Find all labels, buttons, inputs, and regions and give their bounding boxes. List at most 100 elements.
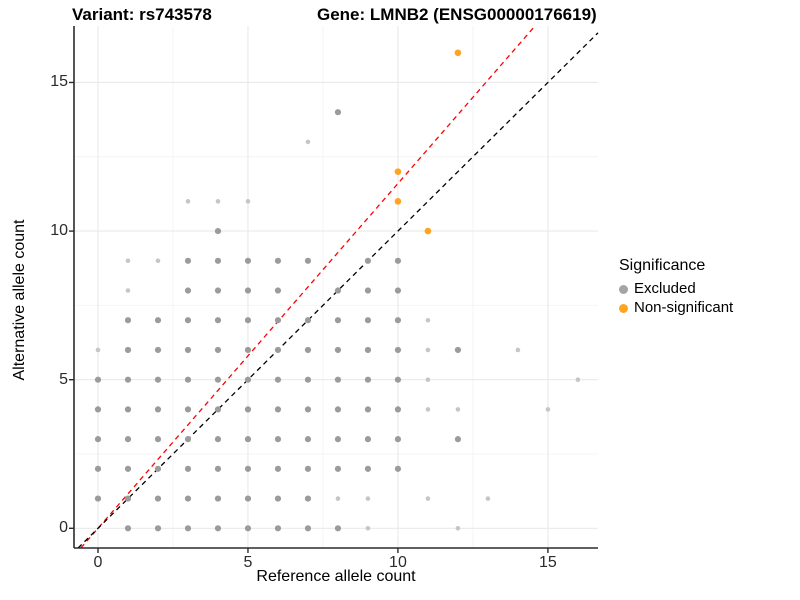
data-point-excluded [274, 406, 282, 413]
y-axis-title: Alternative allele count [11, 219, 28, 381]
data-point-excluded [154, 465, 162, 472]
data-point-excluded [94, 436, 102, 443]
data-point-excluded [214, 317, 222, 324]
data-point-excluded [184, 406, 192, 413]
data-point-excluded [214, 406, 222, 413]
data-point-excluded [124, 346, 132, 354]
data-point-excluded [214, 287, 222, 294]
data-point-excluded [365, 525, 371, 531]
data-point-excluded [184, 376, 192, 383]
data-point-excluded [124, 465, 132, 472]
data-point-excluded [244, 287, 252, 294]
data-point-excluded [394, 257, 402, 264]
data-point-excluded [334, 525, 342, 532]
data-point-excluded [364, 406, 372, 413]
legend-item-non-significant: Non-significant [619, 299, 733, 317]
data-point-excluded [304, 436, 312, 443]
non-significant-dot-icon [619, 303, 628, 313]
data-point-excluded [214, 257, 222, 264]
x-axis-title: Reference allele count [256, 568, 416, 585]
data-point-excluded [455, 525, 461, 531]
data-point-excluded [304, 406, 312, 413]
data-point-excluded [244, 406, 252, 413]
data-point-excluded [184, 287, 192, 294]
plot-title-gene: Gene: LMNB2 (ENSG00000176619) [317, 5, 597, 24]
data-point-excluded [515, 347, 521, 353]
data-point-excluded [304, 376, 312, 383]
data-point-excluded [244, 495, 252, 502]
data-point-excluded [304, 346, 312, 354]
data-point-excluded [184, 257, 192, 264]
data-point-excluded [575, 377, 581, 382]
data-point-excluded [425, 377, 431, 382]
data-point-excluded [364, 346, 372, 354]
data-point-excluded [214, 525, 222, 532]
data-point-excluded [274, 525, 282, 532]
data-point-excluded [394, 376, 402, 383]
legend-item-label: Excluded [634, 280, 696, 297]
data-point-excluded [154, 346, 162, 354]
legend-item-label: Non-significant [634, 299, 734, 316]
data-point-excluded [125, 258, 131, 264]
data-point-excluded [425, 317, 431, 323]
data-point-excluded [154, 376, 162, 383]
data-point-excluded [334, 406, 342, 413]
data-point-excluded [274, 495, 282, 502]
data-point-non-significant [394, 168, 402, 175]
data-point-excluded [455, 407, 461, 412]
data-point-excluded [214, 227, 222, 235]
data-point-excluded [94, 495, 102, 502]
data-point-excluded [95, 347, 101, 353]
data-point-excluded [545, 407, 551, 412]
data-point-excluded [364, 287, 372, 294]
data-point-excluded [304, 465, 312, 472]
data-point-excluded [214, 436, 222, 443]
data-point-excluded [304, 495, 312, 502]
data-point-excluded [124, 406, 132, 413]
data-point-excluded [304, 317, 312, 324]
data-point-excluded [425, 496, 431, 501]
data-point-excluded [304, 525, 312, 532]
identity-line [77, 32, 599, 549]
data-point-excluded [124, 317, 132, 324]
data-point-excluded [425, 407, 431, 412]
data-point-excluded [124, 495, 132, 502]
data-point-non-significant [454, 49, 462, 57]
data-point-excluded [125, 288, 131, 293]
data-point-excluded [124, 436, 132, 443]
data-point-non-significant [394, 198, 402, 205]
data-point-excluded [155, 258, 161, 264]
data-point-excluded [184, 436, 192, 443]
data-point-excluded [274, 257, 282, 264]
data-point-excluded [214, 465, 222, 472]
data-point-excluded [485, 496, 491, 501]
data-point-excluded [244, 317, 252, 324]
data-point-excluded [214, 495, 222, 502]
data-point-excluded [364, 257, 372, 264]
data-point-excluded [94, 465, 102, 472]
data-point-excluded [184, 346, 192, 354]
data-point-excluded [394, 317, 402, 324]
data-point-excluded [154, 525, 162, 532]
legend-title: Significance [619, 257, 706, 274]
fitted-proportion-line [80, 25, 536, 549]
data-point-excluded [394, 287, 402, 294]
data-point-excluded [124, 376, 132, 383]
data-point-excluded [185, 199, 191, 204]
data-point-excluded [454, 346, 462, 354]
data-point-excluded [364, 317, 372, 324]
data-point-excluded [154, 317, 162, 324]
data-point-excluded [94, 376, 102, 383]
data-point-excluded [245, 199, 251, 204]
data-point-excluded [425, 347, 431, 353]
data-point-excluded [365, 496, 371, 501]
data-point-excluded [334, 376, 342, 383]
data-point-excluded [334, 465, 342, 472]
data-point-excluded [454, 436, 462, 443]
data-point-excluded [215, 199, 221, 204]
data-point-excluded [184, 525, 192, 532]
data-point-excluded [214, 346, 222, 354]
data-point-excluded [184, 317, 192, 324]
data-point-excluded [124, 525, 132, 532]
